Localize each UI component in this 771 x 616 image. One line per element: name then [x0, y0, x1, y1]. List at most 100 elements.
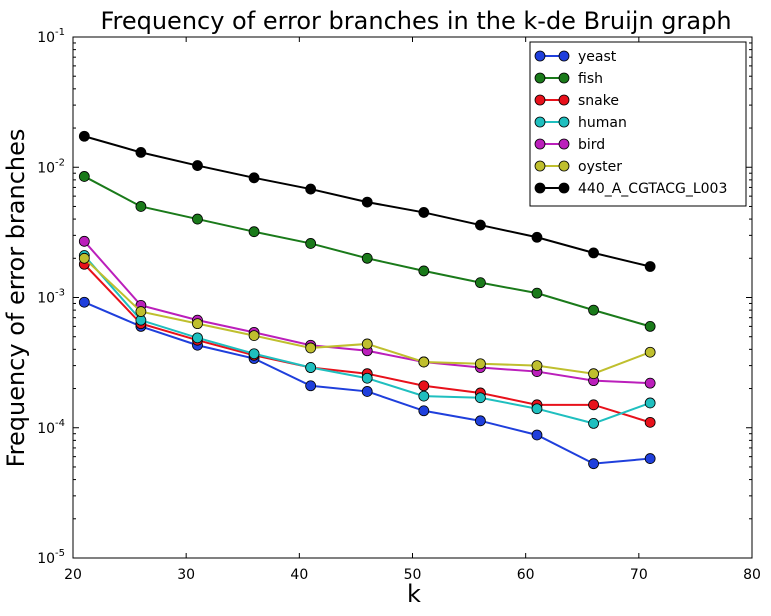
data-point [531, 287, 543, 299]
y-tick-label: 10-4 [37, 418, 65, 437]
y-axis-label: Frequency of error branches [2, 129, 30, 468]
legend-marker [558, 160, 570, 172]
x-tick-label: 70 [630, 567, 648, 583]
x-tick-label: 20 [64, 567, 82, 583]
y-tick-base: 10 [37, 421, 55, 437]
legend-marker [558, 50, 570, 62]
data-point [192, 318, 203, 330]
data-point [588, 304, 599, 316]
y-tick-label: 10-5 [37, 548, 65, 567]
y-tick-label: 10-3 [37, 288, 65, 307]
data-point [418, 390, 430, 402]
data-point [418, 265, 430, 277]
legend-marker [534, 72, 546, 84]
data-point [192, 332, 203, 344]
x-axis: 20 30 40 50 60 70 80 [64, 37, 761, 583]
legend-item: bird [534, 137, 605, 153]
x-tick-label: 80 [743, 567, 761, 583]
data-point [192, 160, 203, 171]
x-tick-label: 30 [177, 567, 195, 583]
data-point [135, 147, 147, 158]
legend-marker [534, 138, 546, 150]
data-point [305, 183, 317, 195]
data-point [361, 252, 373, 264]
x-tick-label: 60 [517, 567, 535, 583]
legend-label: yeast [578, 49, 617, 65]
series-440_A_CGTACG_L003 [78, 130, 656, 272]
data-point [418, 356, 430, 368]
x-tick-label: 50 [404, 567, 422, 583]
data-point [78, 130, 90, 142]
data-point [248, 172, 260, 184]
legend-item: oyster [534, 159, 622, 175]
data-point [361, 196, 373, 208]
data-point [305, 380, 317, 392]
y-tick-base: 10 [37, 160, 55, 176]
data-point [78, 171, 90, 182]
legend-label: 440_A_CGTACG_L003 [578, 181, 727, 197]
legend: yeast fish snake human bird oyster 440_A_CGTAC… [529, 41, 747, 207]
data-point [588, 368, 599, 380]
data-point [531, 360, 543, 372]
legend-marker [558, 94, 570, 106]
legend-marker [534, 116, 546, 128]
data-point [361, 338, 373, 350]
data-point [474, 358, 486, 370]
legend-item: 440_A_CGTACG_L003 [534, 181, 727, 197]
data-point [361, 386, 373, 397]
y-tick-exponent: -4 [55, 418, 65, 429]
data-point [588, 458, 599, 470]
data-point [248, 348, 260, 360]
legend-marker [558, 138, 570, 150]
x-axis-label: k [407, 580, 421, 608]
y-tick-exponent: -5 [55, 548, 65, 559]
data-point [305, 362, 317, 373]
data-point [588, 247, 599, 259]
data-point [644, 453, 656, 464]
data-point [644, 320, 656, 332]
data-point [474, 415, 486, 427]
data-point [361, 372, 373, 384]
data-point [78, 296, 90, 308]
data-point [531, 429, 543, 441]
y-tick-label: 10-2 [37, 157, 65, 176]
y-tick-base: 10 [37, 30, 55, 46]
legend-marker [534, 94, 546, 106]
legend-marker [558, 72, 570, 84]
series-oyster [78, 252, 656, 380]
legend-item: fish [534, 71, 603, 87]
legend-marker [534, 160, 546, 172]
data-point [248, 330, 260, 341]
legend-item: human [534, 115, 627, 131]
data-point [248, 226, 260, 238]
chart-title: Frequency of error branches in the k-de … [100, 7, 731, 35]
y-tick-base: 10 [37, 551, 55, 567]
x-tick-label: 40 [290, 567, 308, 583]
legend-marker [558, 182, 570, 194]
legend-marker [534, 50, 546, 62]
series-human [78, 250, 656, 429]
data-point [418, 207, 430, 218]
data-point [305, 342, 317, 354]
data-point [644, 261, 656, 272]
y-tick-base: 10 [37, 291, 55, 307]
data-point [531, 231, 543, 243]
legend-label: snake [578, 93, 619, 109]
data-point [644, 377, 656, 389]
data-point [78, 235, 90, 247]
legend-item: snake [534, 93, 619, 109]
plot-lines [78, 130, 656, 470]
data-point [644, 416, 656, 428]
y-tick-exponent: -2 [55, 157, 65, 168]
y-tick-exponent: -3 [55, 288, 65, 299]
data-point [135, 306, 147, 317]
legend-label: fish [578, 71, 603, 87]
data-point [192, 213, 203, 225]
y-tick-label: 10-1 [37, 27, 65, 46]
data-point [644, 346, 656, 358]
data-point [418, 405, 430, 417]
data-point [418, 380, 430, 392]
data-point [474, 392, 486, 404]
